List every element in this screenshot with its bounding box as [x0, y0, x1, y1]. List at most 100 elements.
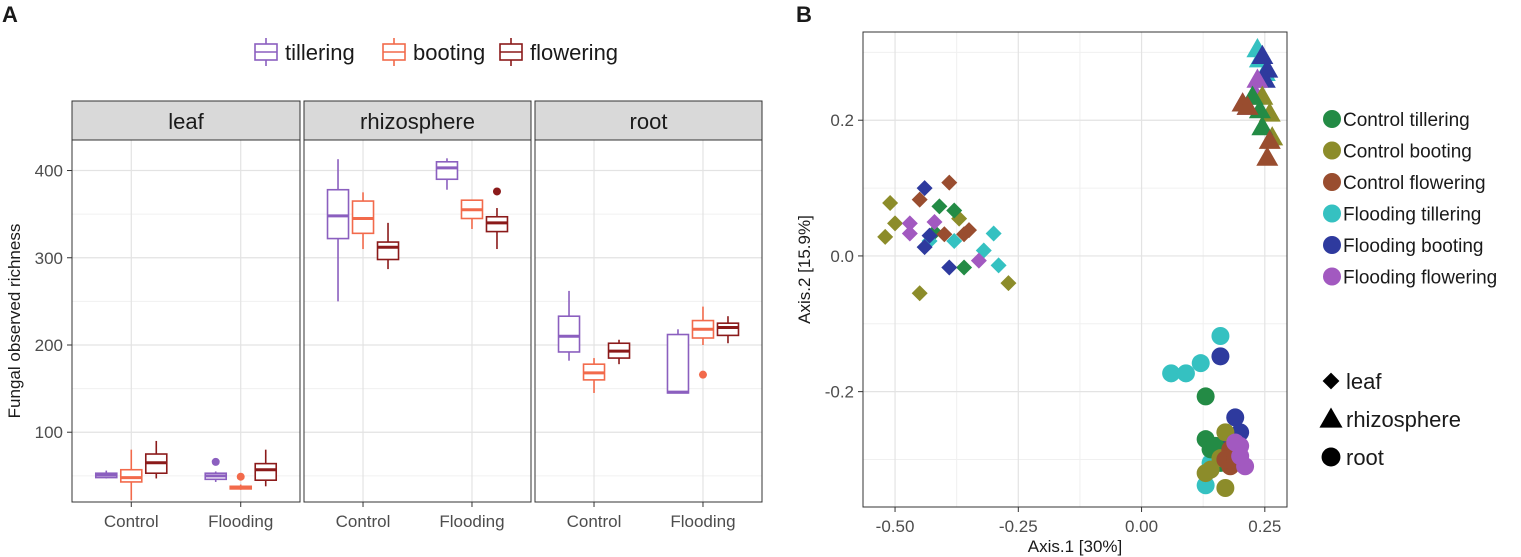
point-control-booting-leaf	[877, 228, 894, 245]
legend-label: Control flowering	[1343, 173, 1486, 194]
box-root-control-tillering	[557, 315, 581, 353]
legend-shape-rhizosphere	[1319, 407, 1343, 428]
point-flooding-tillering-leaf	[985, 225, 1002, 242]
legend-label: Control booting	[1343, 142, 1472, 163]
point-control-booting-root	[1216, 479, 1235, 497]
scatter-border	[862, 31, 1288, 508]
legend-label: leaf	[1346, 369, 1382, 394]
y-tick-label: 300	[35, 249, 63, 268]
x-tick-label: Control	[336, 512, 391, 531]
legend-label: Control tillering	[1343, 110, 1470, 131]
point-flooding-booting-leaf	[941, 259, 958, 276]
point-flooding-flowering-leaf	[970, 252, 987, 269]
point-flooding-flowering-leaf	[901, 225, 918, 242]
legend-key-control-flowering	[1323, 173, 1341, 191]
point-flooding-booting-leaf	[916, 239, 933, 256]
legend-label: rhizosphere	[1346, 407, 1461, 432]
box-outlier	[698, 370, 707, 379]
panel-b-label: B	[796, 2, 812, 27]
box-root-flooding-flowering	[716, 322, 740, 337]
box-outlier	[236, 472, 245, 481]
legend-label: root	[1346, 445, 1384, 470]
point-control-booting-leaf	[911, 285, 928, 302]
legend-key-flooding-flowering	[1323, 267, 1341, 286]
y-tick-label: 400	[35, 162, 63, 181]
panel-a-boxplot: tillering booting flowering Fungal observed…	[5, 38, 763, 531]
y-axis-label: Fungal observed richness	[5, 224, 24, 419]
facet-border	[534, 139, 763, 503]
point-flooding-flowering-leaf	[901, 215, 918, 232]
point-control-booting-leaf	[1000, 275, 1017, 292]
box-rhizosphere-flooding-tillering	[435, 161, 459, 181]
x-axis-label: Axis.1 [30%]	[1028, 537, 1123, 556]
legend-label: Flooding booting	[1343, 236, 1484, 257]
point-control-tillering-rhizosphere	[1251, 116, 1274, 136]
point-flooding-flowering-rhizosphere	[1246, 68, 1269, 88]
box-leaf-control-booting	[119, 468, 143, 483]
y-tick-label: 100	[35, 423, 63, 442]
point-control-flowering-rhizosphere	[1258, 129, 1281, 149]
facet-border	[303, 139, 532, 503]
point-flooding-flowering-root	[1226, 433, 1245, 452]
y-tick-label: -0.2	[825, 383, 854, 402]
point-control-booting-leaf	[882, 195, 899, 211]
facet-strip	[303, 100, 532, 141]
box-rhizosphere-control-tillering	[326, 188, 350, 240]
x-tick-label: Control	[567, 512, 622, 531]
legend-shape-root	[1321, 447, 1341, 467]
x-tick-label: Flooding	[670, 512, 735, 531]
y-tick-label: 0.0	[830, 247, 854, 266]
point-control-tillering-leaf	[946, 202, 963, 219]
legend-label: Flooding flowering	[1343, 268, 1497, 289]
facet-label-rhizosphere: rhizosphere	[360, 109, 475, 134]
panel-b-pcoa-scatter: -0.50 -0.25 0.00 0.25 -0.2 0.0 0.2 Axis.1 [30%]…	[795, 31, 1497, 556]
x-tick-label: Flooding	[439, 512, 504, 531]
point-flooding-tillering-root	[1176, 364, 1195, 383]
point-flooding-booting-leaf	[916, 180, 933, 197]
point-flooding-tillering-root	[1162, 364, 1181, 383]
point-flooding-booting-rhizosphere	[1256, 58, 1279, 78]
point-control-tillering-leaf	[956, 259, 973, 276]
point-control-tillering-root	[1196, 387, 1215, 406]
panel-a-label: A	[2, 2, 18, 27]
point-control-flowering-leaf	[941, 174, 958, 191]
point-control-flowering-leaf	[911, 191, 928, 208]
legend-label-flowering: flowering	[530, 40, 618, 65]
point-flooding-booting-root	[1226, 408, 1245, 427]
point-flooding-tillering-leaf	[946, 233, 963, 249]
facet-strip	[71, 100, 301, 141]
box-rhizosphere-control-flowering	[376, 241, 400, 261]
x-tick-label: 0.00	[1125, 517, 1158, 536]
facet-border	[71, 139, 301, 503]
box-leaf-flooding-flowering	[254, 462, 278, 481]
facet-strip	[534, 100, 763, 141]
y-tick-label: 200	[35, 336, 63, 355]
legend-label: Flooding tillering	[1343, 205, 1481, 226]
x-tick-label: -0.50	[876, 517, 915, 536]
facet-label-leaf: leaf	[168, 109, 204, 134]
point-flooding-tillering-leaf	[990, 257, 1007, 274]
legend-shape-leaf	[1322, 372, 1340, 390]
box-root-flooding-tillering	[666, 333, 690, 394]
box-outlier	[211, 457, 220, 466]
point-flooding-booting-rhizosphere	[1251, 44, 1274, 64]
point-flooding-booting-root	[1211, 347, 1230, 366]
x-tick-label: -0.25	[999, 517, 1038, 536]
facet-plot-area	[72, 140, 300, 502]
y-tick-label: 0.2	[830, 111, 854, 130]
point-control-flowering-rhizosphere	[1236, 95, 1259, 115]
x-tick-label: 0.25	[1248, 517, 1281, 536]
legend-key-control-tillering	[1323, 110, 1341, 128]
point-control-flowering-leaf	[961, 222, 977, 239]
legend-key-control-booting	[1323, 141, 1341, 160]
y-axis-label: Axis.2 [15.9%]	[795, 215, 814, 324]
point-control-booting-root	[1196, 464, 1215, 483]
point-control-booting-leaf	[887, 215, 904, 232]
legend-label-booting: booting	[413, 40, 485, 65]
point-flooding-booting-leaf	[921, 227, 938, 244]
scatter-plot-area	[863, 32, 1287, 507]
point-flooding-flowering-leaf	[926, 214, 943, 230]
point-flooding-tillering-root	[1211, 327, 1230, 345]
x-tick-label: Control	[104, 512, 159, 531]
